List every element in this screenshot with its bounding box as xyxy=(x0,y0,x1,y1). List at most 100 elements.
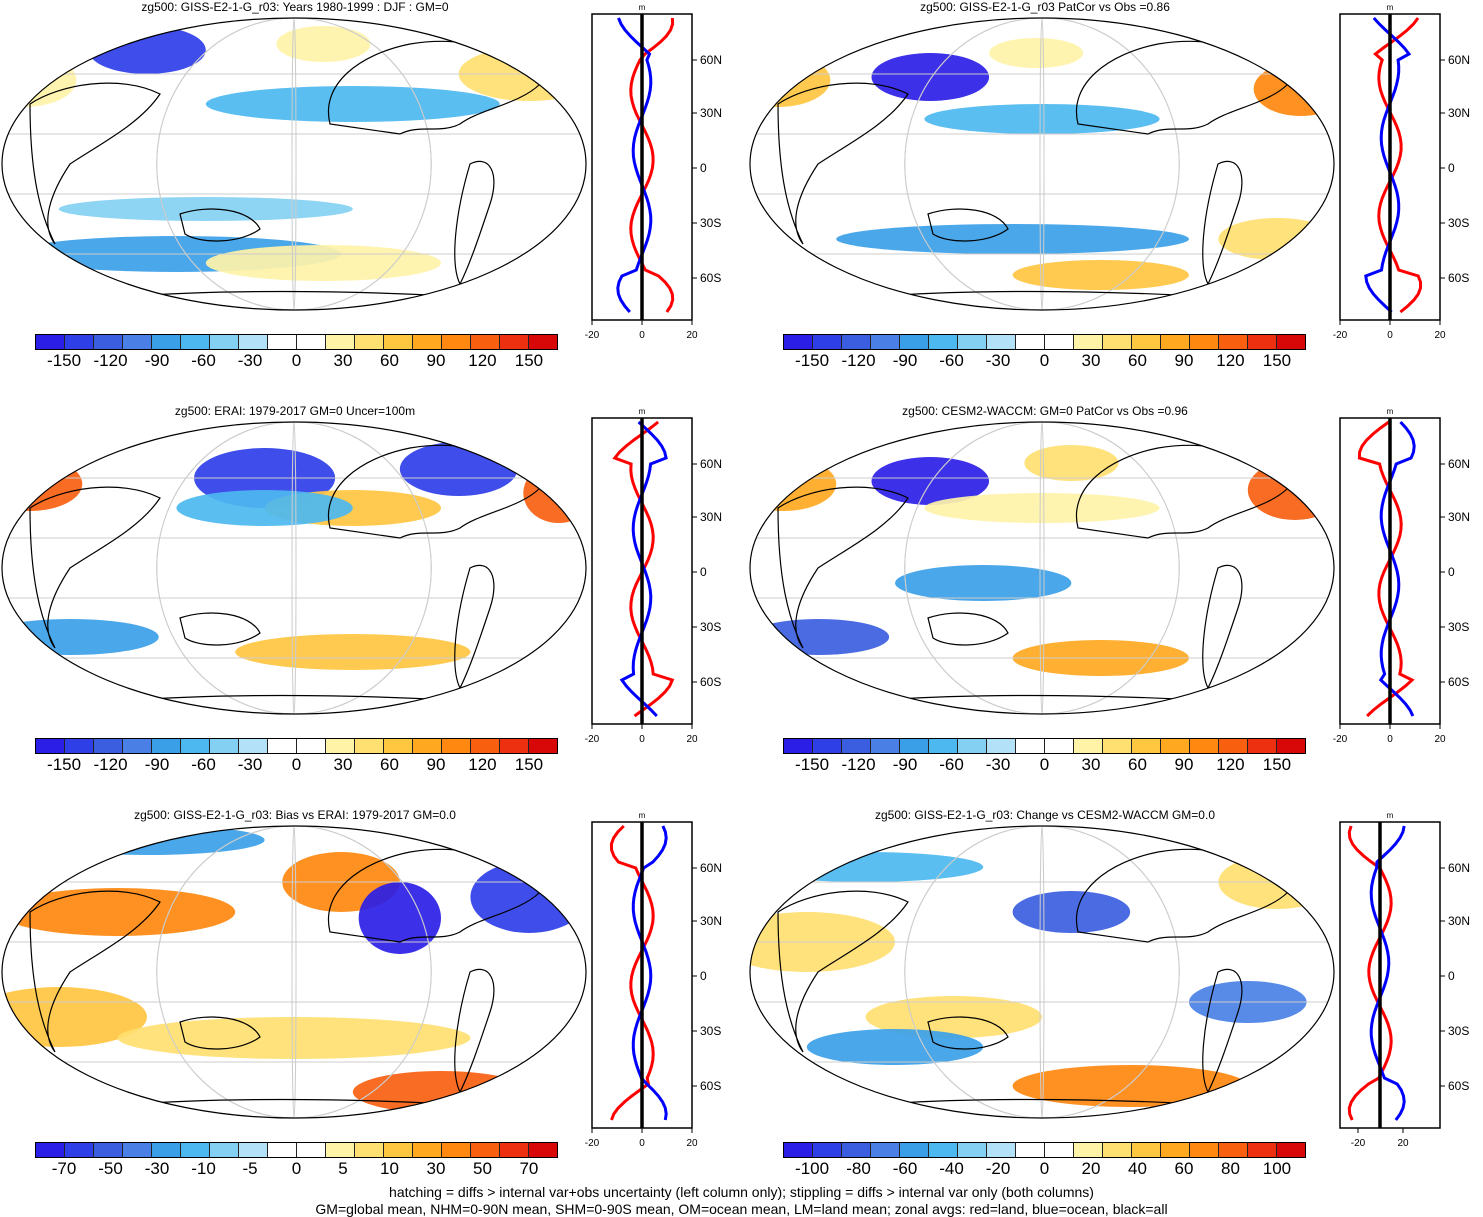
colorbar-p4 xyxy=(783,738,1306,754)
coastline xyxy=(927,612,1009,646)
colorbar-p2 xyxy=(783,334,1306,350)
colorbar-tick-label: -90 xyxy=(144,755,170,774)
zonal-lat-label: 60S xyxy=(1448,675,1469,689)
colorbar-swatch xyxy=(297,335,326,349)
colorbar-p1 xyxy=(35,334,558,350)
colorbar-swatch xyxy=(384,739,413,753)
zonal-lat-label: 30N xyxy=(1448,510,1470,524)
map-p4 xyxy=(748,418,1336,718)
colorbar-swatch xyxy=(871,335,900,349)
colorbar-swatch xyxy=(1045,739,1074,753)
colorbar-swatch xyxy=(958,335,987,349)
colorbar-swatch xyxy=(442,1143,471,1157)
colorbar-tick-label: -120 xyxy=(841,755,876,774)
zonal-plot-p4: m 60N 30N 0 30S 60S -20 0 20 xyxy=(1323,404,1481,769)
coastline xyxy=(777,486,909,649)
colorbar-swatch xyxy=(529,335,557,349)
panel-title-p2: zg500: GISS-E2-1-G_r03 PatCor vs Obs =0.… xyxy=(920,0,1170,14)
field-blob xyxy=(924,493,1160,523)
colorbar-tick-label: 80 xyxy=(1220,1159,1240,1178)
colorbar-swatch xyxy=(94,739,123,753)
colorbar-tick-label: 150 xyxy=(514,351,544,370)
colorbar-swatch xyxy=(384,1143,413,1157)
colorbar-tick-label: 40 xyxy=(1128,1159,1147,1178)
coastline xyxy=(777,82,909,245)
colorbar-swatch xyxy=(413,1143,442,1157)
zonal-lat-label: 60N xyxy=(1448,457,1470,471)
map-p1 xyxy=(0,14,588,314)
colorbar-tick-label: 0 xyxy=(1039,351,1050,370)
zonal-land-curve xyxy=(1373,17,1422,314)
coastline xyxy=(454,564,495,690)
zonal-lat-label: 30N xyxy=(1448,914,1470,928)
colorbar-swatch xyxy=(123,739,152,753)
footer-line-2: GM=global mean, NHM=0-90N mean, SHM=0-90… xyxy=(315,1201,1168,1217)
colorbar-swatch xyxy=(1248,1143,1277,1157)
colorbar-tick-label: -30 xyxy=(144,1159,170,1178)
colorbar-swatch xyxy=(987,1143,1016,1157)
zonal-lat-label: 60S xyxy=(700,675,721,689)
coastline xyxy=(179,612,261,646)
colorbar-swatch xyxy=(813,335,842,349)
coastline xyxy=(29,82,161,245)
colorbar-swatch xyxy=(442,335,471,349)
zonal-lat-label: 30N xyxy=(700,510,722,524)
colorbar-swatch xyxy=(1161,335,1190,349)
zonal-x-tick: -20 xyxy=(1351,1138,1366,1149)
colorbar-tick-label: 20 xyxy=(1081,1159,1101,1178)
field-blob xyxy=(399,442,518,496)
colorbar-tick-label: 30 xyxy=(1081,755,1101,774)
colorbar-tick-label: -10 xyxy=(191,1159,216,1178)
colorbar-swatch xyxy=(152,335,181,349)
colorbar-swatch xyxy=(1074,739,1103,753)
zonal-ocean-curve xyxy=(1364,16,1412,314)
zonal-lat-label: 0 xyxy=(1448,565,1455,579)
colorbar-tick-label: -120 xyxy=(93,755,128,774)
colorbar-swatch xyxy=(181,739,210,753)
colorbar-tick-label: -120 xyxy=(93,351,128,370)
zonal-x-tick: 20 xyxy=(1434,330,1446,341)
colorbar-swatch xyxy=(471,335,500,349)
colorbar-p5 xyxy=(35,1142,558,1158)
zonal-ocean-curve xyxy=(1369,825,1406,1121)
colorbar-swatch xyxy=(152,1143,181,1157)
coastline xyxy=(777,890,909,1053)
field-blob xyxy=(806,1029,984,1065)
zonal-plot-p1: m 60N 30N 0 30S 60S -20 0 20 xyxy=(575,0,733,365)
zonal-lat-label: 30N xyxy=(1448,106,1470,120)
panel-title-p5: zg500: GISS-E2-1-G_r03: Bias vs ERAI: 19… xyxy=(134,808,456,822)
zonal-lat-label: 30N xyxy=(700,106,722,120)
field-blob xyxy=(88,26,206,74)
colorbar-swatch xyxy=(500,739,529,753)
colorbar-swatch xyxy=(297,1143,326,1157)
colorbar-swatch xyxy=(1219,1143,1248,1157)
map-svg xyxy=(749,421,1335,715)
field-blob xyxy=(871,53,990,101)
zonal-lat-label: 30S xyxy=(700,1024,721,1038)
field-blob xyxy=(470,861,586,933)
colorbar-tick-label: 0 xyxy=(291,1159,302,1178)
colorbar-tick-label: -5 xyxy=(242,1159,258,1178)
colorbar-swatch xyxy=(268,739,297,753)
zonal-lat-label: 60S xyxy=(700,271,721,285)
field-blob xyxy=(924,104,1160,134)
colorbar-swatch xyxy=(355,739,384,753)
zonal-x-tick: 20 xyxy=(686,734,698,745)
colorbar-swatch xyxy=(1219,739,1248,753)
colorbar-tick-label: -80 xyxy=(846,1159,871,1178)
colorbar-tick-label: -150 xyxy=(795,351,830,370)
coastline xyxy=(927,208,1009,242)
zonal-lat-label: 0 xyxy=(1448,161,1455,175)
colorbar-tick-label: 60 xyxy=(1128,755,1147,774)
colorbar-swatch xyxy=(181,335,210,349)
colorbar-tick-label: -50 xyxy=(98,1159,123,1178)
colorbar-swatch xyxy=(210,1143,239,1157)
colorbar-swatch xyxy=(1277,1143,1305,1157)
colorbar-tick-label: 5 xyxy=(338,1159,348,1178)
colorbar-swatch xyxy=(1161,739,1190,753)
colorbar-swatch xyxy=(842,335,871,349)
colorbar-tick-label: -60 xyxy=(939,755,964,774)
zonal-x-tick: 0 xyxy=(639,330,645,341)
colorbar-p3 xyxy=(35,738,558,754)
panel-title-p6: zg500: GISS-E2-1-G_r03: Change vs CESM2-… xyxy=(874,808,1215,822)
